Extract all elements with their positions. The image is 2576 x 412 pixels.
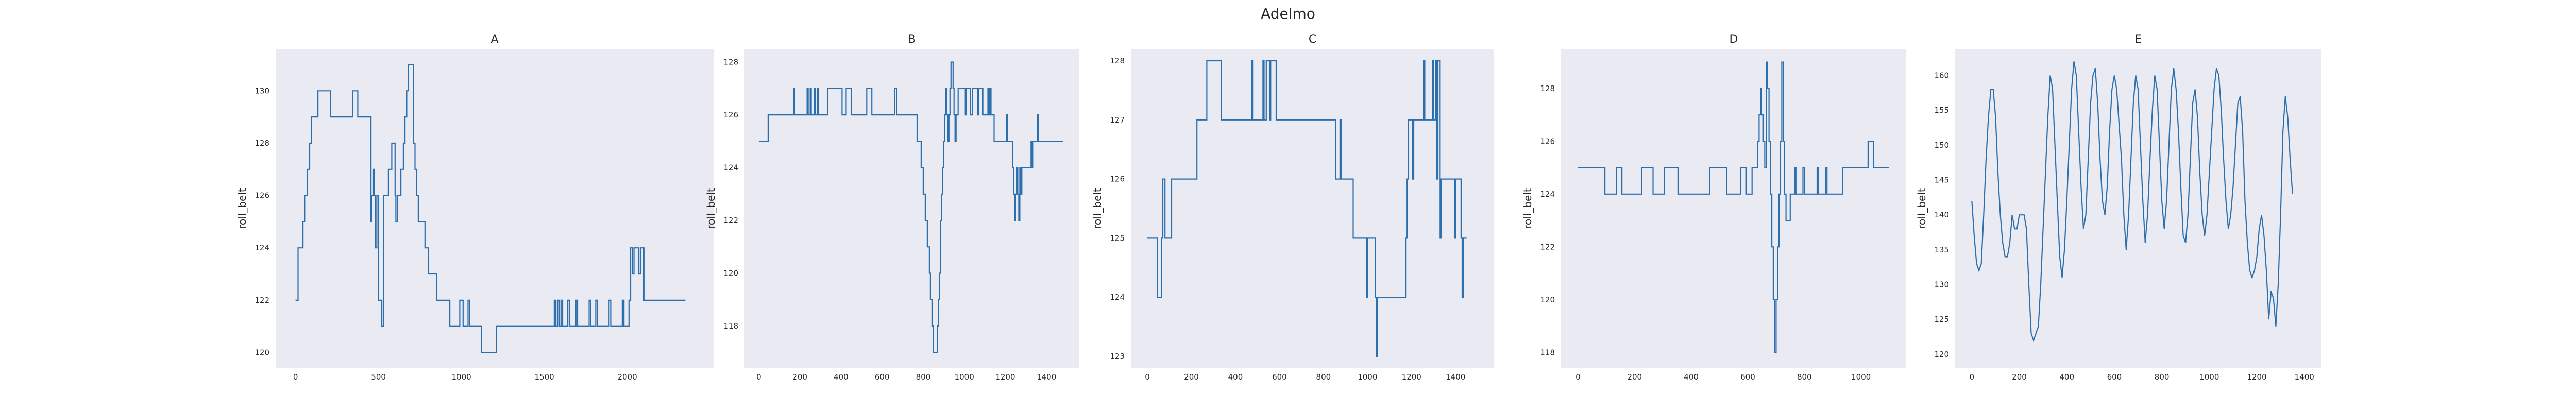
subplot-title: B <box>908 33 916 46</box>
x-tick-label: 200 <box>1627 372 1642 382</box>
y-tick-label: 155 <box>1934 106 1949 115</box>
y-tick-label: 130 <box>1934 280 1949 289</box>
x-tick-label: 600 <box>2107 372 2122 382</box>
x-tick-label: 200 <box>1184 372 1199 382</box>
plot-area <box>744 49 1079 368</box>
y-tick-label: 124 <box>1110 293 1125 302</box>
y-tick-label: 120 <box>1540 295 1555 304</box>
figure-suptitle: Adelmo <box>1261 5 1315 22</box>
y-tick-label: 126 <box>723 110 738 119</box>
y-tick-label: 140 <box>1934 210 1949 219</box>
subplot-title: C <box>1309 33 1316 46</box>
y-axis-label: roll_belt <box>1091 188 1104 229</box>
x-tick-label: 600 <box>875 372 890 382</box>
y-tick-label: 120 <box>1934 350 1949 359</box>
subplot-title: E <box>2134 33 2142 46</box>
y-tick-label: 126 <box>1540 136 1555 146</box>
x-tick-label: 800 <box>916 372 931 382</box>
y-tick-label: 128 <box>723 58 738 67</box>
y-tick-label: 128 <box>1110 56 1125 65</box>
x-tick-label: 800 <box>1316 372 1331 382</box>
x-tick-label: 0 <box>756 372 761 382</box>
y-tick-label: 160 <box>1934 71 1949 80</box>
x-tick-label: 0 <box>1575 372 1581 382</box>
y-axis-label: roll_belt <box>1521 188 1534 229</box>
y-tick-label: 128 <box>255 139 269 148</box>
x-tick-label: 0 <box>1969 372 1974 382</box>
x-tick-label: 2000 <box>617 372 637 382</box>
x-tick-label: 200 <box>2012 372 2027 382</box>
x-tick-label: 1400 <box>1446 372 1465 382</box>
x-tick-label: 400 <box>834 372 849 382</box>
y-tick-label: 145 <box>1934 175 1949 184</box>
y-tick-label: 122 <box>255 296 269 305</box>
x-tick-label: 0 <box>1145 372 1150 382</box>
y-tick-label: 128 <box>1540 84 1555 93</box>
y-tick-label: 120 <box>255 348 269 357</box>
y-axis-label: roll_belt <box>236 188 248 229</box>
series-line <box>1578 61 1889 353</box>
y-tick-label: 125 <box>1934 315 1949 324</box>
y-tick-label: 120 <box>723 269 738 278</box>
y-tick-label: 122 <box>723 216 738 225</box>
x-tick-label: 1500 <box>534 372 554 382</box>
x-tick-label: 500 <box>371 372 386 382</box>
y-tick-label: 126 <box>1110 175 1125 184</box>
x-tick-label: 600 <box>1272 372 1287 382</box>
subplot-title: D <box>1730 33 1738 46</box>
y-axis-label: roll_belt <box>705 188 717 229</box>
x-tick-label: 1000 <box>955 372 974 382</box>
y-tick-label: 118 <box>1540 348 1555 357</box>
x-tick-label: 1400 <box>1037 372 1056 382</box>
y-tick-label: 124 <box>255 243 269 252</box>
x-tick-label: 1200 <box>1402 372 1421 382</box>
y-tick-label: 130 <box>255 86 269 95</box>
x-tick-label: 400 <box>1228 372 1243 382</box>
x-tick-label: 0 <box>293 372 298 382</box>
x-tick-label: 400 <box>1684 372 1699 382</box>
series-line <box>295 64 686 353</box>
y-tick-label: 150 <box>1934 141 1949 150</box>
x-tick-label: 600 <box>1740 372 1755 382</box>
plot-area <box>276 49 714 368</box>
x-tick-label: 1000 <box>1358 372 1377 382</box>
y-tick-label: 125 <box>1110 233 1125 243</box>
y-tick-label: 122 <box>1540 242 1555 251</box>
x-tick-label: 1000 <box>1851 372 1871 382</box>
y-tick-label: 124 <box>1540 190 1555 199</box>
series-line <box>1971 61 2293 342</box>
x-tick-label: 800 <box>1797 372 1812 382</box>
series-line <box>758 61 1063 353</box>
x-tick-label: 1200 <box>995 372 1015 382</box>
x-tick-label: 1000 <box>452 372 471 382</box>
y-tick-label: 126 <box>255 191 269 200</box>
x-tick-label: 1200 <box>2247 372 2266 382</box>
y-tick-label: 135 <box>1934 245 1949 254</box>
series-line <box>1147 60 1467 357</box>
x-tick-label: 200 <box>792 372 807 382</box>
y-tick-label: 124 <box>723 163 738 173</box>
x-tick-label: 800 <box>2155 372 2170 382</box>
x-tick-label: 400 <box>2059 372 2074 382</box>
y-tick-label: 118 <box>723 321 738 331</box>
y-axis-label: roll_belt <box>1916 188 1928 229</box>
y-tick-label: 127 <box>1110 115 1125 125</box>
y-tick-label: 123 <box>1110 352 1125 361</box>
plot-area <box>1561 49 1906 368</box>
x-tick-label: 1000 <box>2199 372 2219 382</box>
x-tick-label: 1400 <box>2295 372 2314 382</box>
subplot-title: A <box>490 33 498 46</box>
